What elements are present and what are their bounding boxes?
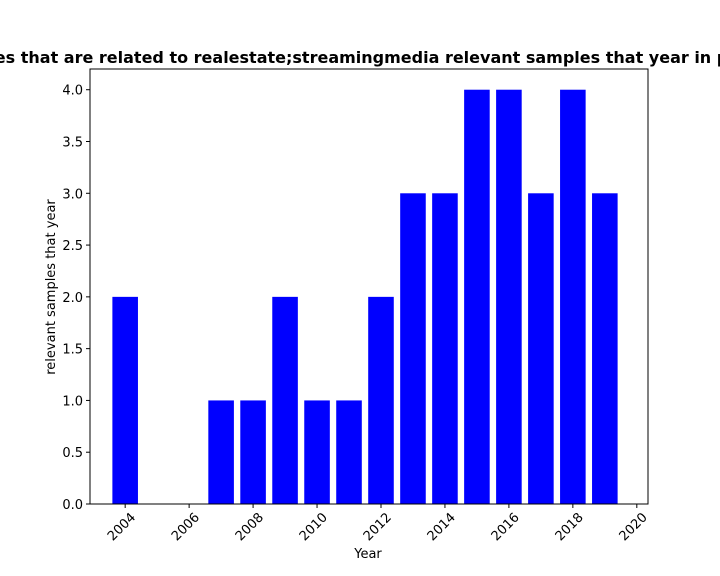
y-tick-label: 0.0: [62, 498, 83, 513]
x-tick-label: 2006: [169, 510, 203, 544]
x-tick-label: 2020: [617, 510, 651, 544]
x-tick-label: 2010: [297, 510, 331, 544]
axes-frame: [89, 68, 649, 505]
y-tick-label: 3.5: [62, 136, 83, 151]
bar-2007: [208, 400, 234, 504]
y-tick-label: 4.0: [62, 84, 83, 99]
x-tick-label: 2014: [425, 510, 459, 544]
bar-2008: [240, 400, 266, 504]
y-tick-label: 2.5: [62, 239, 83, 254]
x-tick-label: 2012: [361, 510, 395, 544]
x-tick-label: 2018: [553, 510, 587, 544]
y-tick-label: 2.0: [62, 291, 83, 306]
bar-2004: [112, 296, 138, 504]
x-tick-label: 2008: [233, 510, 267, 544]
y-tick-label: 0.5: [62, 446, 83, 461]
x-tick-label: 2004: [105, 510, 139, 544]
bar-2013: [400, 193, 426, 505]
bar-2010: [304, 400, 330, 504]
bar-2011: [336, 400, 362, 504]
chart-title: Distribution of samples that are related…: [0, 48, 720, 67]
x-axis-label: Year: [353, 547, 382, 562]
bar-2019: [592, 193, 618, 505]
y-axis-label: relevant samples that year: [44, 199, 59, 375]
y-axis-ticks: 0.0 0.5 1.0 1.5 2.0 2.5 3.0 3.5 4.0: [62, 84, 90, 513]
bar-2009: [272, 296, 298, 504]
bars: [112, 89, 618, 505]
y-tick-label: 1.5: [62, 343, 83, 358]
bar-2015: [464, 89, 490, 505]
x-tick-label: 2016: [489, 510, 523, 544]
bar-2016: [496, 89, 522, 505]
bar-2014: [432, 193, 458, 505]
bar-2018: [560, 89, 586, 505]
bar-2012: [368, 296, 394, 504]
y-tick-label: 3.0: [62, 187, 83, 202]
x-axis-ticks: 2004 2006 2008 2010 2012 2014 2016 2018 2020: [105, 504, 651, 544]
y-tick-label: 1.0: [62, 394, 83, 409]
bar-2017: [528, 193, 554, 505]
